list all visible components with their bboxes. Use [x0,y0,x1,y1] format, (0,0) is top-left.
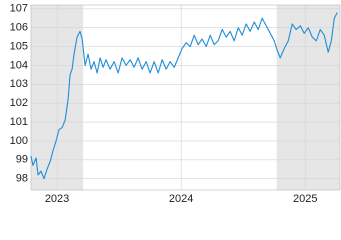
x-tick-label: 2024 [169,193,193,205]
y-tick-label: 106 [10,22,28,34]
price-line [30,12,338,180]
y-tick-label: 98 [16,173,28,185]
y-tick-label: 99 [16,154,28,166]
plot-border [30,4,341,191]
y-tick-label: 107 [10,3,28,15]
y-tick-label: 100 [10,135,28,147]
y-tick-label: 103 [10,78,28,90]
page: 98 99 100 101 102 103 104 105 106 107 2023 2024 2025… [9,2,341,205]
chart: 98 99 100 101 102 103 104 105 106 107 2023 2024 2025 [10,3,341,205]
shaded-range [276,5,340,190]
y-tick-label: 105 [10,40,28,52]
y-tick-label: 102 [10,97,28,109]
x-tick-label: 2025 [293,193,317,205]
y-tick-label: 101 [10,116,28,128]
y-tick-label: 104 [10,59,28,71]
x-tick-label: 2023 [45,193,69,205]
